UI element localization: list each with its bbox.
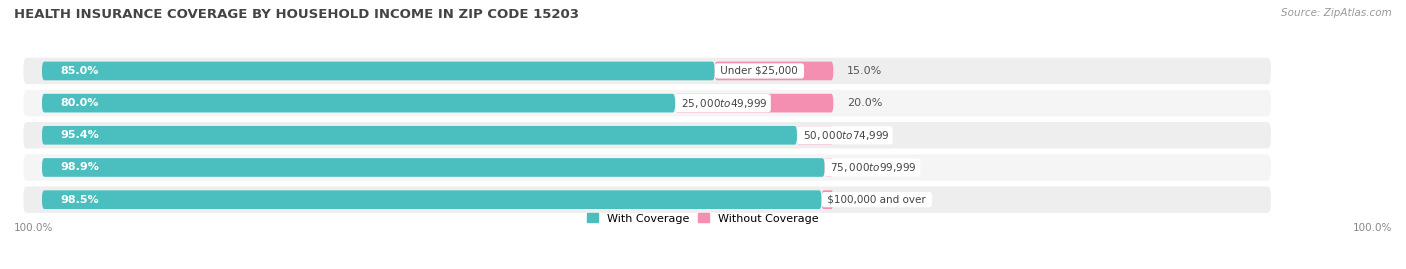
Text: $50,000 to $74,999: $50,000 to $74,999 [800, 129, 890, 142]
Text: $100,000 and over: $100,000 and over [824, 195, 929, 205]
Text: 98.5%: 98.5% [60, 195, 100, 205]
Text: 98.9%: 98.9% [60, 162, 100, 172]
FancyBboxPatch shape [24, 58, 1271, 84]
Text: 100.0%: 100.0% [1353, 223, 1392, 233]
FancyBboxPatch shape [24, 90, 1271, 116]
Text: 1.5%: 1.5% [848, 195, 876, 205]
Text: 20.0%: 20.0% [848, 98, 883, 108]
FancyBboxPatch shape [24, 186, 1271, 213]
FancyBboxPatch shape [797, 126, 834, 145]
Text: 80.0%: 80.0% [60, 98, 98, 108]
FancyBboxPatch shape [24, 122, 1271, 148]
Text: $25,000 to $49,999: $25,000 to $49,999 [678, 97, 768, 110]
Text: 1.1%: 1.1% [848, 162, 876, 172]
FancyBboxPatch shape [825, 158, 834, 177]
Text: 15.0%: 15.0% [848, 66, 883, 76]
FancyBboxPatch shape [42, 94, 675, 112]
FancyBboxPatch shape [42, 158, 825, 177]
FancyBboxPatch shape [675, 94, 834, 112]
Text: Source: ZipAtlas.com: Source: ZipAtlas.com [1281, 8, 1392, 18]
Text: 95.4%: 95.4% [60, 130, 100, 140]
Text: 85.0%: 85.0% [60, 66, 98, 76]
Text: 4.7%: 4.7% [848, 130, 876, 140]
FancyBboxPatch shape [42, 62, 714, 80]
Legend: With Coverage, Without Coverage: With Coverage, Without Coverage [588, 213, 818, 224]
FancyBboxPatch shape [24, 154, 1271, 181]
FancyBboxPatch shape [714, 62, 834, 80]
Text: $75,000 to $99,999: $75,000 to $99,999 [827, 161, 918, 174]
FancyBboxPatch shape [42, 190, 821, 209]
FancyBboxPatch shape [821, 190, 834, 209]
Text: HEALTH INSURANCE COVERAGE BY HOUSEHOLD INCOME IN ZIP CODE 15203: HEALTH INSURANCE COVERAGE BY HOUSEHOLD I… [14, 8, 579, 21]
FancyBboxPatch shape [42, 126, 797, 145]
Text: Under $25,000: Under $25,000 [717, 66, 801, 76]
Text: 100.0%: 100.0% [14, 223, 53, 233]
